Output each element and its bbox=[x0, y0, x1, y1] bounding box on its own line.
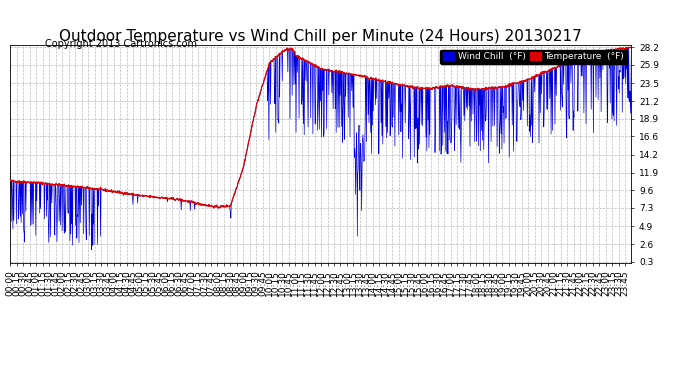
Text: Copyright 2013 Cartronics.com: Copyright 2013 Cartronics.com bbox=[45, 39, 197, 50]
Legend: Wind Chill  (°F), Temperature  (°F): Wind Chill (°F), Temperature (°F) bbox=[440, 50, 627, 64]
Title: Outdoor Temperature vs Wind Chill per Minute (24 Hours) 20130217: Outdoor Temperature vs Wind Chill per Mi… bbox=[59, 29, 582, 44]
